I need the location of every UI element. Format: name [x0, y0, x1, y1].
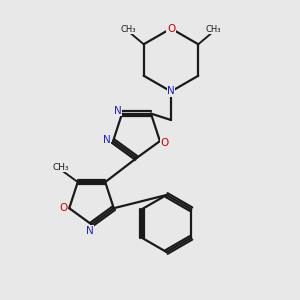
Text: O: O [59, 203, 68, 213]
Text: CH₃: CH₃ [206, 25, 221, 34]
Text: CH₃: CH₃ [52, 163, 69, 172]
Text: N: N [167, 86, 175, 97]
Text: O: O [161, 138, 169, 148]
Text: N: N [103, 135, 111, 145]
Text: O: O [167, 23, 175, 34]
Text: N: N [86, 226, 94, 236]
Text: CH₃: CH₃ [121, 25, 136, 34]
Text: N: N [114, 106, 122, 116]
